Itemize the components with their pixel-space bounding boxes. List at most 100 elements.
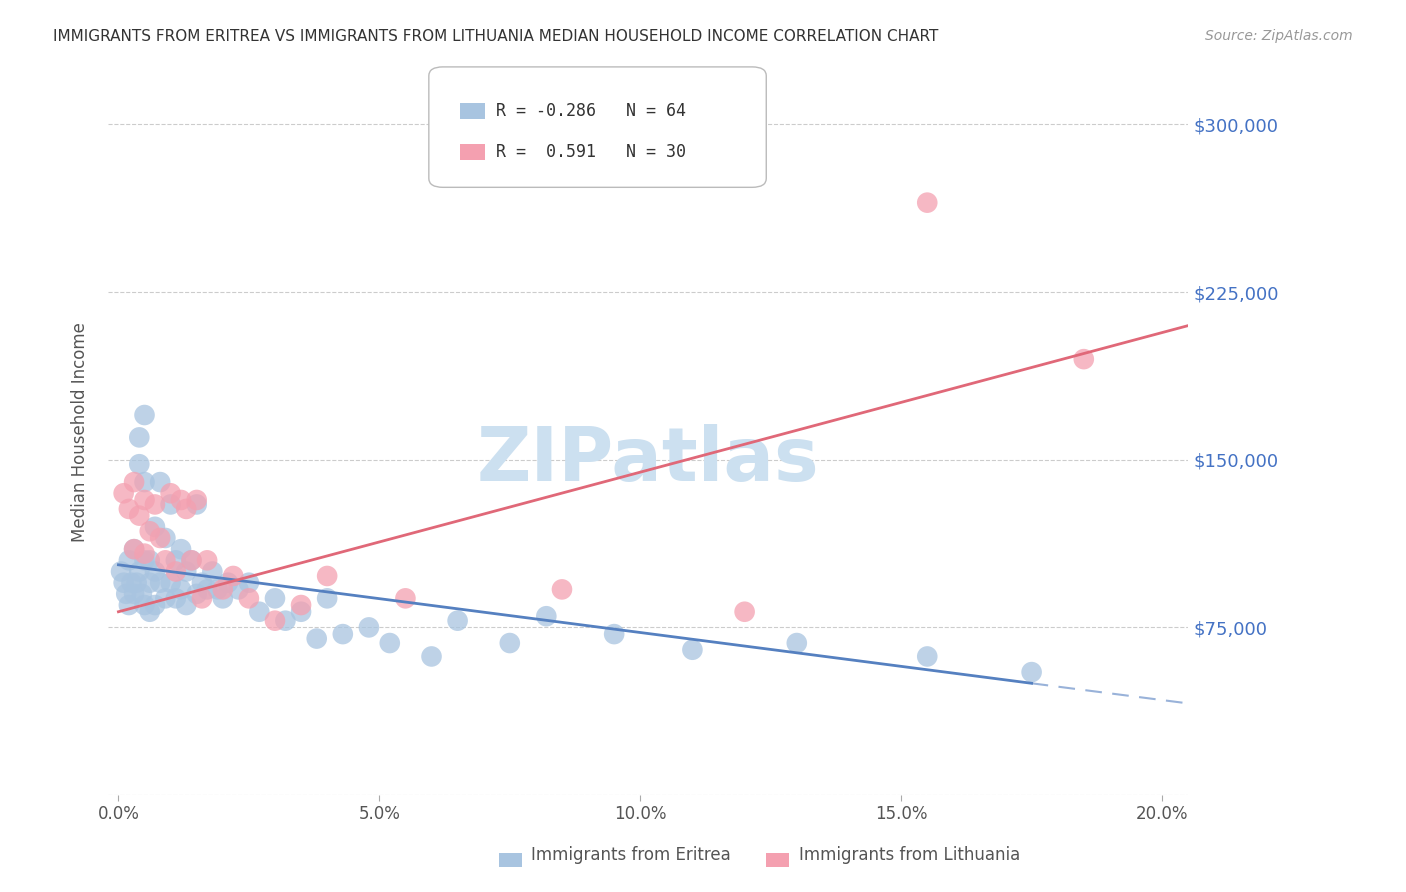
Point bbox=[165, 553, 187, 567]
Point bbox=[155, 531, 177, 545]
Point bbox=[681, 642, 703, 657]
Point bbox=[201, 565, 224, 579]
Point bbox=[290, 598, 312, 612]
Point bbox=[180, 553, 202, 567]
Point bbox=[174, 502, 197, 516]
Point bbox=[915, 195, 938, 210]
Point bbox=[143, 598, 166, 612]
Point bbox=[207, 582, 229, 597]
Text: R = -0.286   N = 64: R = -0.286 N = 64 bbox=[496, 103, 686, 120]
Text: Source: ZipAtlas.com: Source: ZipAtlas.com bbox=[1205, 29, 1353, 43]
Point bbox=[128, 430, 150, 444]
Point bbox=[264, 614, 287, 628]
Text: ZIPatlas: ZIPatlas bbox=[477, 425, 820, 498]
Point bbox=[551, 582, 574, 597]
Point bbox=[1073, 352, 1095, 367]
Point bbox=[155, 553, 177, 567]
Text: Immigrants from Eritrea: Immigrants from Eritrea bbox=[531, 847, 731, 864]
Point bbox=[191, 575, 214, 590]
Point bbox=[536, 609, 558, 624]
Point bbox=[217, 575, 239, 590]
Point bbox=[170, 582, 193, 597]
Point bbox=[122, 542, 145, 557]
Point bbox=[159, 575, 181, 590]
Point bbox=[170, 493, 193, 508]
Point bbox=[110, 565, 132, 579]
Point bbox=[305, 632, 328, 646]
Point bbox=[134, 475, 156, 489]
Point bbox=[134, 493, 156, 508]
Point bbox=[165, 591, 187, 606]
Point bbox=[149, 531, 172, 545]
Point bbox=[121, 575, 143, 590]
Point bbox=[195, 553, 218, 567]
Point bbox=[195, 582, 218, 597]
Point bbox=[180, 553, 202, 567]
Point bbox=[125, 575, 148, 590]
Point bbox=[394, 591, 416, 606]
Point bbox=[290, 605, 312, 619]
Point bbox=[122, 587, 145, 601]
Point bbox=[238, 591, 260, 606]
Point bbox=[446, 614, 468, 628]
Point bbox=[1021, 665, 1043, 679]
Point bbox=[131, 587, 153, 601]
Point bbox=[786, 636, 808, 650]
Point bbox=[238, 575, 260, 590]
Point bbox=[118, 502, 141, 516]
Point bbox=[149, 575, 172, 590]
Point bbox=[420, 649, 443, 664]
Point bbox=[134, 598, 156, 612]
Point bbox=[122, 475, 145, 489]
Point bbox=[378, 636, 401, 650]
Text: Immigrants from Lithuania: Immigrants from Lithuania bbox=[799, 847, 1019, 864]
Point bbox=[118, 553, 141, 567]
Point bbox=[159, 486, 181, 500]
Y-axis label: Median Household Income: Median Household Income bbox=[72, 322, 89, 541]
Point bbox=[316, 591, 339, 606]
Point bbox=[134, 408, 156, 422]
Point bbox=[134, 547, 156, 561]
Point bbox=[603, 627, 626, 641]
Point bbox=[228, 582, 250, 597]
Point bbox=[128, 457, 150, 471]
Point bbox=[316, 569, 339, 583]
Point bbox=[138, 553, 160, 567]
Point bbox=[143, 520, 166, 534]
Point bbox=[186, 587, 208, 601]
Point bbox=[128, 508, 150, 523]
Point bbox=[138, 605, 160, 619]
Point bbox=[165, 565, 187, 579]
Point bbox=[115, 587, 138, 601]
Point bbox=[357, 620, 380, 634]
Point bbox=[734, 605, 756, 619]
Text: R =  0.591   N = 30: R = 0.591 N = 30 bbox=[496, 144, 686, 161]
Point bbox=[211, 582, 233, 597]
Point bbox=[274, 614, 297, 628]
Point bbox=[138, 575, 160, 590]
Text: IMMIGRANTS FROM ERITREA VS IMMIGRANTS FROM LITHUANIA MEDIAN HOUSEHOLD INCOME COR: IMMIGRANTS FROM ERITREA VS IMMIGRANTS FR… bbox=[53, 29, 939, 44]
Point bbox=[186, 498, 208, 512]
Point bbox=[122, 542, 145, 557]
Point bbox=[138, 524, 160, 539]
Point bbox=[128, 565, 150, 579]
Point bbox=[170, 542, 193, 557]
Point bbox=[112, 486, 135, 500]
Point bbox=[174, 565, 197, 579]
Point bbox=[332, 627, 354, 641]
Point bbox=[149, 475, 172, 489]
Point bbox=[222, 569, 245, 583]
Point bbox=[191, 591, 214, 606]
Point bbox=[155, 591, 177, 606]
Point bbox=[247, 605, 270, 619]
Point bbox=[499, 636, 522, 650]
Point bbox=[118, 598, 141, 612]
Point bbox=[143, 498, 166, 512]
Point bbox=[159, 498, 181, 512]
Point bbox=[174, 598, 197, 612]
Point bbox=[143, 565, 166, 579]
Point bbox=[264, 591, 287, 606]
Point bbox=[915, 649, 938, 664]
Point bbox=[134, 553, 156, 567]
Point bbox=[112, 575, 135, 590]
